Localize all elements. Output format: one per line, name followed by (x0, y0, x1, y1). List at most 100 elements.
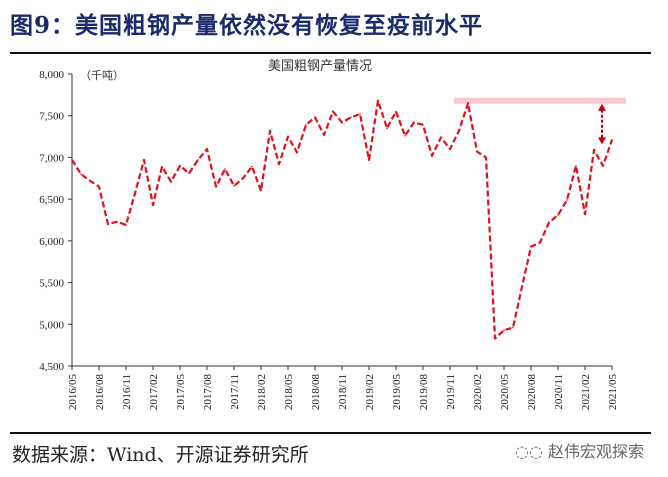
data-point (368, 159, 370, 161)
data-point (305, 124, 307, 126)
x-tick-label: 2020/05 (499, 374, 511, 411)
x-tick-label: 2020/11 (553, 374, 565, 410)
x-tick-label: 2021/02 (580, 374, 592, 410)
data-point (242, 177, 244, 180)
data-point (377, 99, 379, 102)
data-point (80, 173, 82, 175)
steel-output-line (71, 99, 614, 340)
data-point (575, 164, 577, 167)
data-point (323, 134, 325, 136)
x-tick-label: 2020/02 (472, 374, 484, 410)
y-tick-label: 8,000 (39, 69, 64, 81)
data-point (530, 245, 532, 248)
x-tick-label: 2019/08 (418, 374, 430, 411)
unit-label: （千吨） (80, 69, 124, 82)
figure-title: 图9：美国粗钢产量依然没有恢复至疫前水平 (10, 12, 484, 39)
data-point (125, 224, 127, 226)
data-point (224, 168, 226, 170)
data-point (206, 148, 208, 150)
data-point (467, 102, 469, 104)
x-tick-label: 2017/08 (202, 374, 214, 411)
x-tick-label: 2019/02 (364, 374, 376, 410)
data-point (107, 223, 109, 225)
data-point (512, 326, 514, 329)
arrow-head-up-icon (598, 103, 606, 111)
data-point (422, 124, 424, 126)
x-tick-label: 2018/05 (283, 374, 295, 411)
x-tick-label: 2016/05 (67, 374, 79, 411)
data-point (215, 185, 217, 188)
y-tick-label: 5,000 (39, 319, 64, 331)
data-point (341, 121, 343, 124)
data-source: 数据来源：Wind、开源证券研究所 (12, 444, 309, 466)
data-point (449, 148, 451, 150)
data-point (431, 154, 433, 157)
footer-rule (10, 432, 651, 434)
data-point (350, 116, 352, 119)
x-tick-label: 2020/08 (526, 374, 538, 411)
data-point (602, 164, 604, 167)
watermark-text: 赵伟宏观探索 (548, 442, 645, 461)
data-point (269, 129, 271, 132)
x-tick-label: 2017/02 (148, 374, 160, 410)
wechat-icon: ◌◌ (515, 442, 549, 461)
data-point (548, 221, 550, 224)
data-point (98, 185, 100, 188)
data-point (134, 192, 136, 195)
data-point (278, 163, 280, 165)
watermark: ◌◌ 赵伟宏观探索 (515, 438, 644, 462)
x-tick-label: 2019/05 (391, 374, 403, 411)
data-point (89, 179, 91, 182)
data-point (71, 159, 73, 161)
data-point (503, 329, 505, 331)
data-point (593, 149, 595, 151)
data-point (521, 285, 523, 288)
data-point (152, 204, 154, 206)
data-point (413, 121, 415, 124)
data-point (188, 172, 190, 175)
y-tick-label: 6,000 (39, 236, 64, 248)
pre-pandemic-level-band (454, 97, 626, 104)
x-tick-label: 2016/11 (121, 374, 133, 410)
data-point (539, 241, 541, 244)
y-tick-label: 5,500 (39, 278, 64, 290)
data-point (197, 159, 199, 161)
data-point (611, 139, 613, 141)
data-point (314, 116, 316, 119)
x-tick-label: 2019/11 (445, 374, 457, 410)
x-tick-label: 2016/08 (94, 374, 106, 411)
data-point (476, 150, 478, 153)
data-point (395, 110, 397, 113)
y-tick-label: 4,500 (39, 361, 64, 373)
data-point (116, 220, 118, 223)
x-tick-label: 2017/11 (229, 374, 241, 410)
data-point (404, 134, 406, 137)
data-point (494, 337, 496, 340)
y-tick-label: 7,500 (39, 111, 64, 123)
data-point (170, 180, 172, 183)
data-point (161, 165, 163, 168)
data-point (359, 113, 361, 115)
x-tick-label: 2018/11 (337, 374, 349, 410)
data-point (251, 165, 253, 168)
data-point (179, 164, 181, 167)
chart-title: 美国粗钢产量情况 (268, 59, 372, 74)
data-point (296, 151, 298, 154)
data-point (386, 127, 388, 130)
data-point (332, 110, 334, 113)
x-tick-label: 2021/05 (607, 374, 619, 411)
data-point (485, 156, 487, 159)
y-tick-label: 6,500 (39, 194, 64, 206)
y-tick-label: 7,000 (39, 152, 64, 164)
title-rule (10, 52, 651, 54)
data-point (233, 184, 235, 187)
x-tick-label: 2018/08 (310, 374, 322, 411)
data-point (458, 129, 460, 132)
data-point (287, 135, 289, 138)
data-point (584, 213, 586, 215)
data-point (566, 199, 568, 201)
x-tick-label: 2017/05 (175, 374, 187, 411)
data-point (143, 159, 145, 161)
x-tick-label: 2018/02 (256, 374, 268, 410)
